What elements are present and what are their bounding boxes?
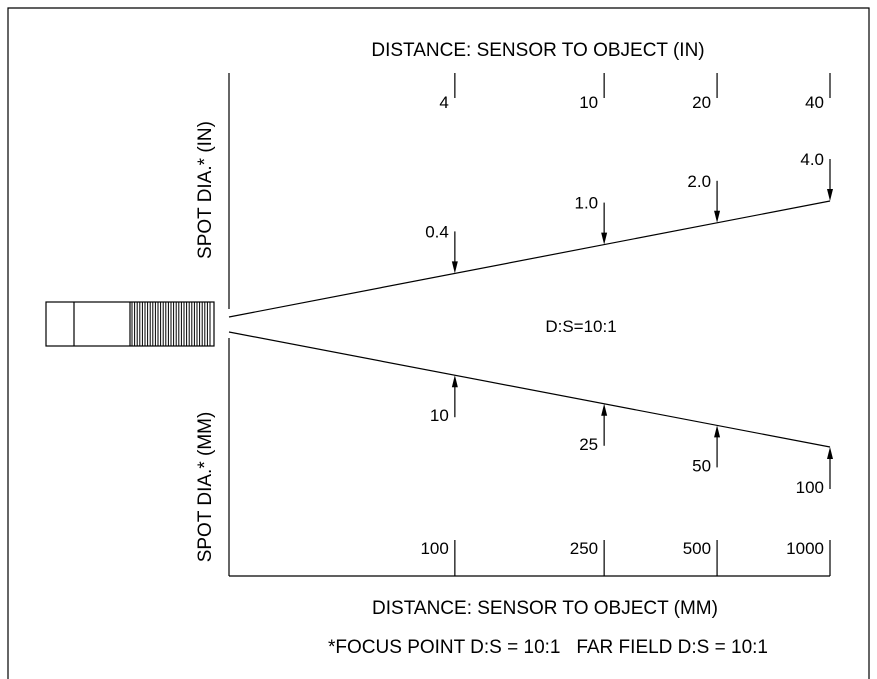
bottom-axis-title: DISTANCE: SENSOR TO OBJECT (MM) xyxy=(372,598,718,619)
spot-label-in: 4.0 xyxy=(800,150,824,169)
beam-upper-line xyxy=(228,200,831,318)
spot-arrowhead-mm xyxy=(451,375,458,388)
top-tick-label: 10 xyxy=(579,93,598,112)
spot-arrowhead-in xyxy=(714,210,721,223)
spot-label-mm: 25 xyxy=(579,435,598,454)
spot-label-mm: 100 xyxy=(796,478,824,497)
spot-label-mm: 10 xyxy=(430,406,449,425)
spot-arrowhead-in xyxy=(827,189,833,201)
top-tick-label: 4 xyxy=(439,93,448,112)
spot-label-in: 2.0 xyxy=(687,172,711,191)
spot-label-in: 0.4 xyxy=(425,222,449,241)
left-axis-title-inches: SPOT DIA.* (IN) xyxy=(195,121,216,259)
bottom-tick-label: 100 xyxy=(420,539,448,558)
left-axis-title-mm: SPOT DIA.* (MM) xyxy=(195,412,216,563)
top-tick-label: 20 xyxy=(692,93,711,112)
spot-label-mm: 50 xyxy=(692,456,711,475)
spot-arrowhead-in xyxy=(451,261,458,274)
top-axis-title: DISTANCE: SENSOR TO OBJECT (IN) xyxy=(371,40,704,61)
bottom-tick-label: 500 xyxy=(683,539,711,558)
spot-arrowhead-in xyxy=(601,232,608,245)
spot-arrowhead-mm xyxy=(601,403,608,416)
bottom-tick-label: 250 xyxy=(570,539,598,558)
sensor-icon xyxy=(45,301,215,347)
beam-lower-line xyxy=(228,331,831,448)
bottom-tick-label: 1000 xyxy=(786,539,824,558)
spot-arrowhead-mm xyxy=(827,447,833,459)
footnote: *FOCUS POINT D:S = 10:1 FAR FIELD D:S = … xyxy=(328,637,768,658)
spot-arrowhead-mm xyxy=(714,425,721,438)
spot-label-in: 1.0 xyxy=(575,194,599,213)
diagram-border xyxy=(7,7,870,679)
ds-ratio-label: D:S=10:1 xyxy=(545,317,616,336)
top-tick-label: 40 xyxy=(805,93,824,112)
